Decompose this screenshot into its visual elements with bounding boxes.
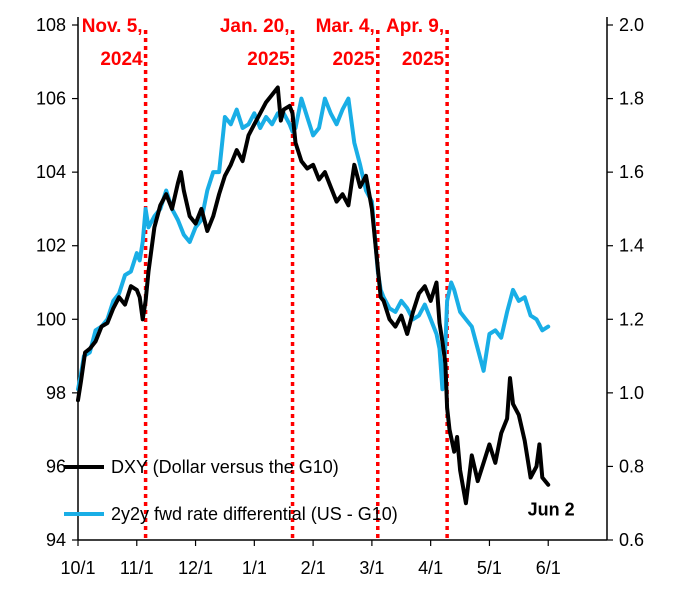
y-left-tick-label: 106 [36, 89, 66, 109]
x-tick-label: 2/1 [301, 558, 326, 578]
x-tick-label: 10/1 [60, 558, 95, 578]
x-tick-label: 1/1 [242, 558, 267, 578]
y-right-tick-label: 0.6 [619, 530, 644, 550]
y-right-tick-label: 1.2 [619, 309, 644, 329]
legend-label: 2y2y fwd rate differential (US - G10) [111, 504, 398, 524]
x-tick-label: 11/1 [120, 558, 154, 578]
y-right-tick-label: 1.8 [619, 89, 644, 109]
x-tick-label: 5/1 [477, 558, 502, 578]
x-tick-label: 6/1 [536, 558, 561, 578]
y-right-tick-label: 0.8 [619, 456, 644, 476]
y-right-tick-label: 1.4 [619, 236, 644, 256]
y-left-tick-label: 102 [36, 236, 66, 256]
x-tick-label: 12/1 [178, 558, 213, 578]
legend-label: DXY (Dollar versus the G10) [111, 457, 339, 477]
y-right-tick-label: 1.6 [619, 162, 644, 182]
event-label-line2: 2025 [332, 49, 375, 70]
event-label-line2: 2025 [247, 49, 290, 70]
annotation-label: Jun 2 [528, 500, 575, 520]
y-left-tick-label: 108 [36, 15, 66, 35]
event-label-line1: Apr. 9, [386, 16, 444, 37]
x-tick-label: 3/1 [359, 558, 384, 578]
y-left-tick-label: 100 [36, 309, 66, 329]
y-left-tick-label: 94 [46, 530, 66, 550]
y-left-tick-label: 104 [36, 162, 66, 182]
event-label-line1: Nov. 5, [82, 16, 143, 37]
y-right-tick-label: 1.0 [619, 383, 644, 403]
event-label-line2: 2024 [100, 49, 143, 70]
y-right-tick-label: 2.0 [619, 15, 644, 35]
event-label-line2: 2025 [402, 49, 445, 70]
x-tick-label: 4/1 [418, 558, 443, 578]
event-label-line1: Jan. 20, [220, 16, 290, 37]
series-rate-differential-line [76, 96, 551, 392]
event-label-line1: Mar. 4, [316, 16, 375, 37]
y-left-tick-label: 98 [46, 383, 66, 403]
y-left-tick-label: 96 [46, 456, 66, 476]
series-dxy-line [76, 85, 551, 506]
